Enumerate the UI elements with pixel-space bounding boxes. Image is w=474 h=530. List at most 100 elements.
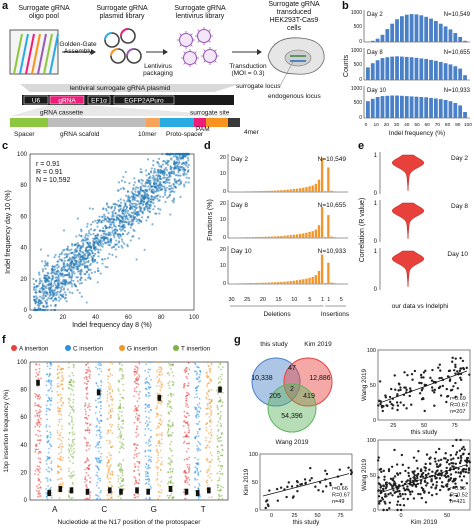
c-point <box>90 249 93 252</box>
c-point <box>54 294 57 297</box>
f-point <box>36 496 39 498</box>
f-point <box>96 397 99 400</box>
f-point <box>216 450 219 453</box>
panel-f: f A insertion C insertion G insertion T ins… <box>0 334 232 530</box>
c-point <box>155 174 158 177</box>
c-point <box>73 253 76 257</box>
g-scatter-point <box>391 494 394 497</box>
g-scatter-point <box>329 484 332 487</box>
f-point <box>38 409 41 411</box>
c-point <box>71 271 74 274</box>
g-scatter-point <box>433 391 436 394</box>
f-point <box>72 401 74 404</box>
c-point <box>78 291 81 294</box>
c-point <box>125 200 129 203</box>
g-scatter-point <box>393 480 396 483</box>
f-point <box>50 384 53 387</box>
c-point <box>186 166 189 169</box>
plasmid-insert <box>120 28 129 37</box>
c-point <box>125 194 128 197</box>
f-point <box>122 406 125 409</box>
f-point <box>149 444 152 446</box>
b-ytick: 500 <box>354 24 363 30</box>
g-scatter-point <box>461 453 465 456</box>
c-point <box>84 234 87 237</box>
c-ytick: 60 <box>20 214 27 220</box>
f-point <box>35 448 38 451</box>
g-scatter-point <box>433 475 437 478</box>
c-ytick: 40 <box>20 246 27 252</box>
f-point <box>37 452 40 455</box>
f-point <box>60 445 63 448</box>
f-point <box>210 479 213 482</box>
f-point <box>122 487 125 490</box>
f-point <box>36 414 39 417</box>
f-point <box>210 431 212 434</box>
c-point <box>101 229 104 233</box>
c-point <box>136 212 140 215</box>
c-xtick: 80 <box>158 315 165 321</box>
c-point <box>79 249 82 252</box>
f-point <box>46 373 48 376</box>
c-ylabel: Indel frequency day 10 (%) <box>5 190 12 274</box>
c-point <box>174 162 177 165</box>
f-point <box>133 395 135 398</box>
b-bar <box>395 19 399 42</box>
c-point <box>46 262 49 265</box>
g-scatter-point <box>435 465 439 468</box>
plasmid-block <box>113 95 175 105</box>
c-point <box>153 167 156 171</box>
g-scatter-point <box>467 468 471 472</box>
f-point <box>199 371 202 374</box>
c-point <box>151 191 155 194</box>
f-point <box>121 364 123 367</box>
f-point <box>136 379 139 382</box>
label-grna-scaffold: gRNA scafold <box>60 131 100 138</box>
c-point <box>98 215 101 218</box>
c-xtick: 60 <box>125 315 132 321</box>
f-point <box>195 416 198 419</box>
f-point <box>217 393 219 395</box>
f-point <box>196 372 198 374</box>
f-point <box>89 494 91 497</box>
f-point <box>50 460 53 463</box>
f-ytick: 0 <box>24 498 28 504</box>
c-point <box>63 274 66 277</box>
c-point <box>38 271 41 274</box>
c-point <box>94 234 97 238</box>
b-xtick: 10 <box>374 122 380 128</box>
f-point <box>147 424 149 427</box>
c-point <box>113 236 116 239</box>
f-point <box>216 404 219 407</box>
g-scatter-point <box>438 447 441 451</box>
f-point <box>47 457 49 460</box>
c-point <box>91 251 94 255</box>
f-point <box>111 424 114 426</box>
c-point <box>159 181 162 184</box>
f-point <box>187 426 190 429</box>
c-point <box>88 241 91 244</box>
c-point <box>135 258 138 261</box>
f-point <box>58 452 61 455</box>
f-point <box>100 452 103 455</box>
f-point <box>185 391 188 394</box>
c-point <box>104 241 107 244</box>
f-point <box>218 400 221 402</box>
g-scatter-point <box>329 481 332 485</box>
f-point <box>71 417 73 420</box>
c-point <box>70 282 73 286</box>
b-day-label: Day 10 <box>367 88 387 94</box>
g-scatter-point <box>438 464 442 467</box>
f-point <box>97 457 100 460</box>
f-point <box>109 465 111 467</box>
g-scatter-point <box>402 497 405 501</box>
f-point <box>100 390 103 392</box>
f-point <box>195 467 198 470</box>
f-point <box>195 377 198 380</box>
c-point <box>186 156 190 160</box>
f-point <box>45 380 48 383</box>
f-point <box>94 445 97 448</box>
g-scatter-point <box>420 398 424 401</box>
f-point <box>194 437 197 439</box>
